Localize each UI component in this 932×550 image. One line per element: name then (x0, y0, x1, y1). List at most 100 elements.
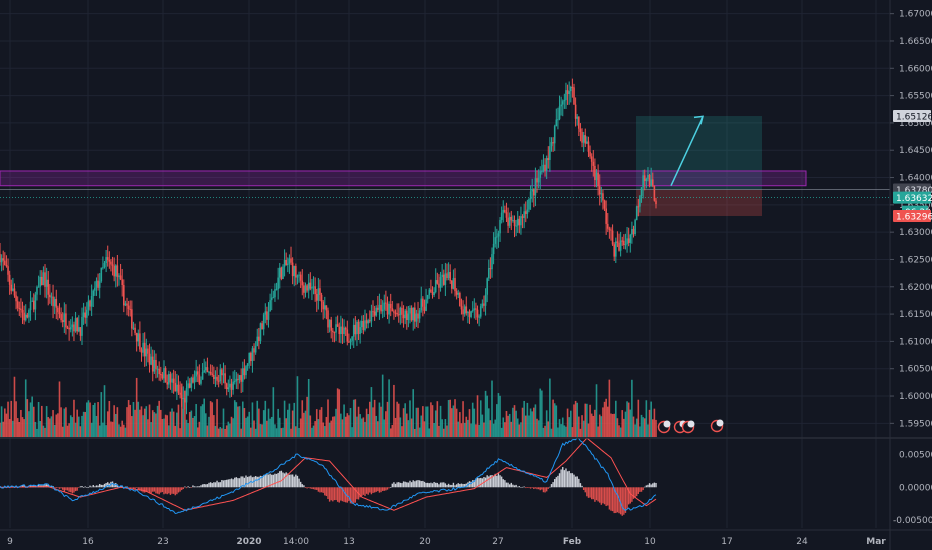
macd-hist-bar-188 (301, 484, 303, 488)
macd-hist-bar-392 (629, 487, 631, 504)
macd-hist-bar-202 (324, 487, 326, 496)
volume-bar-357 (573, 404, 575, 437)
volume-bar-215 (344, 416, 347, 437)
volume-bar-356 (571, 427, 574, 437)
macd-hist-bar-243 (390, 486, 392, 488)
candle-body-245 (393, 311, 395, 313)
candle-body-381 (611, 230, 614, 245)
candle-body-140 (224, 373, 226, 384)
macd-hist-bar-120 (192, 485, 194, 488)
candle-body-404 (648, 174, 651, 187)
volume-bar-300 (481, 414, 484, 437)
time-tick-label-12: Mar (866, 537, 886, 547)
macd-hist-bar-100 (160, 487, 162, 493)
volume-bar-327 (524, 415, 527, 437)
macd-hist-bar-85 (135, 487, 138, 488)
macd-hist-bar-175 (280, 470, 283, 488)
volume-bar-203 (325, 416, 328, 437)
volume-bar-330 (529, 408, 532, 437)
candle-body-278 (446, 273, 448, 278)
volume-bar-294 (471, 402, 474, 437)
macd-hist-bar-260 (417, 480, 419, 488)
macd-hist-bar-125 (200, 485, 202, 488)
candle-body-194 (311, 286, 313, 289)
volume-bar-54 (86, 402, 88, 437)
volume-bar-202 (323, 426, 326, 437)
candle-body-185 (296, 275, 299, 278)
volume-bar-173 (277, 408, 279, 437)
candle-body-224 (359, 327, 361, 334)
macd-hist-bar-284 (455, 484, 458, 488)
candle-body-122 (195, 371, 197, 377)
candle-body-406 (651, 179, 654, 186)
candle-body-315 (505, 212, 508, 218)
macd-hist-bar-270 (433, 481, 435, 488)
candle-body-207 (332, 330, 334, 332)
volume-bar-152 (243, 408, 246, 437)
macd-hist-bar-346 (555, 477, 558, 488)
candle-body-47 (74, 318, 77, 332)
candle-body-216 (346, 329, 349, 342)
candle-body-297 (476, 309, 479, 318)
candle-body-25 (39, 276, 41, 287)
volume-bar-358 (574, 400, 577, 437)
macd-hist-bar-91 (145, 487, 148, 492)
candle-body-342 (549, 146, 551, 161)
macd-hist-bar-49 (78, 487, 80, 488)
volume-bar-187 (299, 418, 302, 437)
candle-body-362 (581, 131, 583, 143)
macd-hist-bar-165 (264, 474, 266, 488)
candle-body-147 (235, 378, 238, 382)
macd-axis[interactable]: 0.00500 0.00000 -0.00500 (893, 450, 932, 526)
projection-arrow[interactable] (670, 115, 704, 187)
volume-bar-252 (404, 403, 406, 437)
macd-hist-bar-304 (488, 476, 490, 488)
candle-body-190 (304, 285, 307, 293)
macd-hist-bar-334 (536, 487, 538, 490)
volume-bar-269 (431, 405, 434, 437)
candle-body-292 (468, 311, 471, 317)
event-markers[interactable] (657, 419, 724, 434)
volume-bar-295 (473, 408, 476, 437)
price-tag-2: 1.63632 (896, 194, 932, 204)
volume-bar-90 (143, 408, 146, 437)
candle-body-125 (200, 379, 202, 384)
volume-bar-36 (57, 413, 59, 437)
position-tool[interactable] (636, 116, 762, 216)
candle-body-332 (533, 189, 535, 196)
candle-body-257 (412, 307, 415, 321)
macd-hist-bar-82 (131, 487, 133, 488)
candle-body-213 (341, 326, 344, 334)
candle-body-311 (499, 220, 501, 234)
volume-bar-124 (198, 421, 201, 437)
macd-hist-bar-104 (166, 487, 168, 495)
volume-bar-224 (359, 414, 361, 437)
volume-bar-268 (430, 402, 432, 437)
macd-hist-bar-388 (623, 487, 625, 515)
macd-hist-bar-307 (492, 475, 495, 488)
candle-body-386 (619, 240, 622, 251)
candle-body-343 (550, 142, 553, 147)
candle-body-373 (598, 186, 601, 195)
volume-bar-23 (36, 428, 38, 437)
candle-body-90 (143, 342, 146, 357)
macd-hist-bar-170 (272, 474, 275, 488)
time-axis[interactable]: 9 16 23 2020 14:00 13 20 27 Feb 10 17 24 Mar (7, 537, 886, 547)
candle-body-238 (381, 309, 384, 312)
candle-body-71 (113, 265, 115, 277)
volume-bar-30 (47, 417, 50, 437)
volume-bar-178 (285, 418, 287, 437)
volume-bar-238 (381, 374, 384, 437)
volume-bar-12 (18, 422, 21, 437)
volume-bar-392 (629, 409, 632, 437)
macd-hist-bar-382 (613, 487, 615, 514)
resistance-zone[interactable] (0, 170, 807, 187)
macd-hist-bar-57 (90, 486, 93, 488)
candle-body-119 (190, 377, 193, 388)
volume-bar-17 (26, 399, 29, 437)
volume-bar-368 (590, 413, 593, 437)
volume-bar-94 (150, 422, 152, 437)
macd-hist-bar-318 (510, 482, 512, 488)
macd-hist-bar-400 (642, 487, 644, 491)
